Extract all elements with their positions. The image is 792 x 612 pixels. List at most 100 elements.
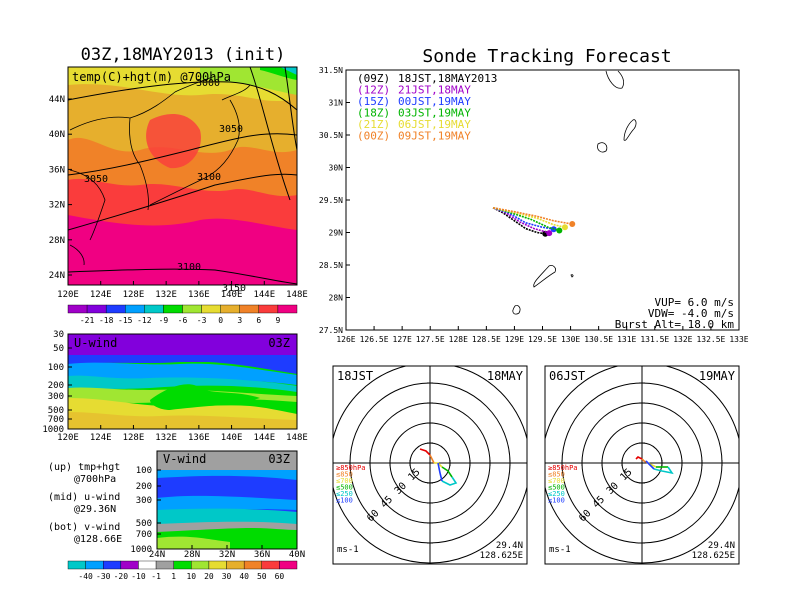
colorbar-label: -10 [131, 572, 146, 581]
tick-label: 127.5E [416, 335, 445, 344]
tick-label: 31N [329, 99, 344, 108]
tick-label: 30.5N [319, 131, 343, 140]
legend-label: 09JST,19MAY [398, 130, 471, 143]
note-line: @29.36N [74, 504, 116, 515]
uwind-panel [68, 334, 297, 429]
colorbar-swatch [105, 304, 126, 314]
tick-label: 300 [136, 496, 152, 506]
tick-label: 30 [53, 330, 64, 340]
tick-label: 148E [286, 290, 308, 300]
tick-label: 300 [48, 392, 64, 402]
hodograph-06jst: 06JST 19MAY15304560≥850hPa≤850≤700≤500≤25… [544, 365, 740, 565]
tick-label: 129E [505, 335, 524, 344]
legend-time: (21Z) [357, 118, 390, 131]
colorbar-swatch [155, 560, 174, 570]
contour-label: 3050 [84, 174, 108, 185]
tick-label: 32N [49, 201, 65, 211]
hodograph-segment [429, 454, 435, 464]
tick-label: 1000 [42, 425, 64, 435]
level-label: ≤100 [548, 497, 565, 505]
tick-label: 124E [90, 433, 112, 443]
track-islands [512, 70, 637, 315]
tick-label: 40N [289, 550, 305, 560]
map-lat-ticks: 44N 40N 36N 32N 28N 24N [49, 95, 72, 281]
track-endpoint [561, 224, 568, 231]
tick-label: 700 [48, 415, 64, 425]
map-lon-ticks: 120E 124E 128E 132E 136E 140E 144E 148E [57, 281, 308, 300]
tick-label: 24N [149, 550, 165, 560]
hodograph-date: 19MAY [699, 369, 736, 383]
hodograph-segment [653, 466, 674, 475]
colorbar-swatch [243, 560, 262, 570]
colorbar-label: -12 [137, 316, 152, 325]
colorbar-swatch [86, 304, 107, 314]
tick-label: 131.5E [640, 335, 669, 344]
tick-label: 136E [188, 433, 210, 443]
tick-label: 132.5E [696, 335, 725, 344]
colorbar-label: -40 [78, 572, 93, 581]
tick-label: 127E [393, 335, 412, 344]
track-line [492, 207, 566, 229]
hodograph-segment [437, 462, 443, 482]
colorbar-label: -1 [151, 572, 161, 581]
track-info: VUP= 6.0 m/s VDW= -4.0 m/s Burst Alt= 18… [615, 296, 735, 331]
tick-label: 44N [49, 95, 65, 105]
tick-label: 27.5N [319, 326, 343, 335]
vwind-time: 03Z [268, 452, 290, 466]
tick-label: 129.5E [528, 335, 557, 344]
colorbar-swatch [103, 560, 122, 570]
latitude-label: 29.4N [708, 541, 735, 551]
tick-label: 128E [123, 290, 145, 300]
unit-label: ms-1 [337, 545, 359, 555]
tick-label: 140E [221, 290, 243, 300]
colorbar-swatch [239, 304, 260, 314]
contour-label: 3150 [222, 283, 246, 294]
hodograph-date: 18MAY [487, 369, 524, 383]
legend-label: 18JST,18MAY2013 [398, 72, 497, 85]
colorbar-swatch [201, 304, 221, 314]
legend-time: (12Z) [357, 84, 390, 97]
track-line [492, 207, 554, 230]
colorbar-swatch [258, 304, 279, 314]
tick-label: 140E [221, 433, 243, 443]
colorbar-label: -6 [178, 316, 188, 325]
colorbar-label: -21 [80, 316, 95, 325]
colorbar-swatch [163, 304, 183, 314]
vup-label: VUP= 6.0 m/s [655, 296, 734, 309]
track-endpoint [556, 227, 563, 234]
note-line: (mid) u-wind [48, 492, 120, 503]
tick-label: 120E [57, 290, 79, 300]
tick-label: 36N [254, 550, 270, 560]
legend-time: (00Z) [357, 130, 390, 143]
level-label: ≤700 [548, 477, 565, 485]
legend-time: (18Z) [357, 107, 390, 120]
tick-label: 100 [136, 466, 152, 476]
colorbar-swatch [220, 304, 240, 314]
tick-label: 28N [329, 294, 344, 303]
tick-label: 32N [219, 550, 235, 560]
tick-label: 144E [253, 290, 275, 300]
colorbar-label: 30 [222, 572, 232, 581]
colorbar-swatch [67, 560, 86, 570]
level-label: ≤500 [548, 484, 565, 492]
hodograph-segment [441, 466, 453, 478]
colorbar-swatch [144, 304, 164, 314]
tick-label: 128.5E [472, 335, 501, 344]
latitude-label: 29.4N [496, 541, 523, 551]
track-line [492, 207, 550, 234]
note-line: (bot) v-wind [48, 522, 120, 533]
tick-label: 700 [136, 530, 152, 540]
tick-label: 28.5N [319, 261, 343, 270]
vwind-lat-ticks: 24N 28N 32N 36N 40N [149, 545, 305, 560]
colorbar-label: 3 [237, 316, 242, 325]
uwind-lon-ticks: 120E 124E 128E 132E 136E 140E 144E 148E [57, 425, 308, 443]
level-label: ≥850hPa [336, 464, 366, 472]
level-label: ≤250 [336, 490, 353, 498]
vwind-label: V-wind [163, 452, 206, 466]
colorbar-label: 9 [276, 316, 281, 325]
panel-notes: (up) tmp+hgt @700hPa (mid) u-wind @29.36… [48, 462, 122, 545]
tick-label: 120E [57, 433, 79, 443]
